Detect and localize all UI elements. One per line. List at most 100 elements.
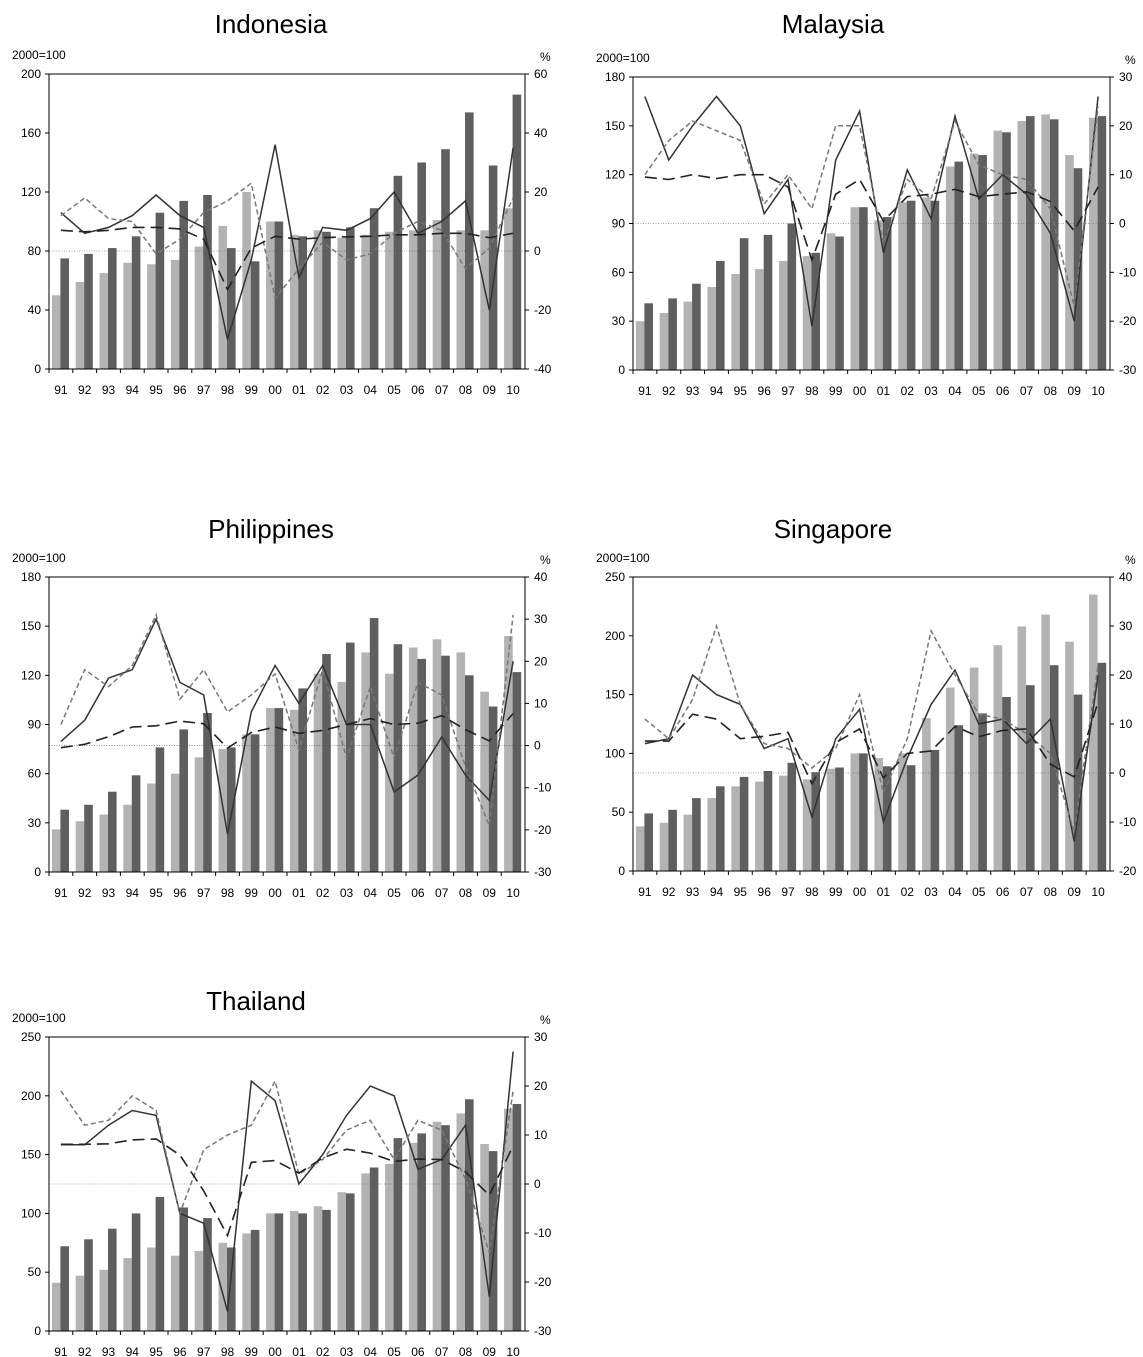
bar-dark-96 <box>179 729 188 872</box>
left-tick-label: 200 <box>21 1089 41 1103</box>
left-tick-label: 80 <box>28 244 42 258</box>
x-tick-label: 94 <box>126 383 140 397</box>
bar-dark-97 <box>203 195 212 369</box>
bar-light-10 <box>504 636 513 872</box>
bar-dark-10 <box>512 94 522 369</box>
left-tick-label: 150 <box>605 688 625 702</box>
x-tick-label: 91 <box>638 885 652 899</box>
series-line-2 <box>644 623 1099 833</box>
bar-light-93 <box>99 273 109 369</box>
right-tick-label: 0 <box>534 244 541 258</box>
chart-title: Malaysia <box>782 9 885 39</box>
right-axis-unit: % <box>540 553 551 567</box>
x-tick-label: 06 <box>411 383 425 397</box>
left-tick-label: 150 <box>21 1148 41 1162</box>
bar-light-01 <box>874 758 883 871</box>
bar-dark-03 <box>346 642 355 872</box>
bar-dark-94 <box>716 260 725 370</box>
bar-dark-08 <box>465 675 474 872</box>
bar-light-93 <box>683 814 693 871</box>
bar-dark-01 <box>298 1213 307 1331</box>
bar-light-92 <box>659 822 669 871</box>
x-tick-label: 08 <box>459 1345 473 1357</box>
left-tick-label: 90 <box>612 217 626 231</box>
left-tick-label: 0 <box>34 1324 41 1338</box>
bar-dark-01 <box>298 236 307 370</box>
left-tick-label: 150 <box>605 119 625 133</box>
bar-dark-93 <box>692 798 701 871</box>
bar-light-01 <box>289 234 299 369</box>
right-tick-label: -30 <box>534 865 552 879</box>
x-tick-label: 09 <box>483 1345 497 1357</box>
bar-dark-92 <box>84 804 93 872</box>
x-tick-label: 98 <box>805 885 819 899</box>
bar-dark-96 <box>763 771 773 871</box>
right-axis-unit: % <box>1125 53 1136 67</box>
right-tick-label: 0 <box>1119 217 1126 231</box>
bar-light-08 <box>456 652 466 872</box>
bar-dark-09 <box>1073 694 1083 871</box>
right-tick-label: 20 <box>534 1079 548 1093</box>
x-tick-label: 05 <box>387 886 401 900</box>
bar-dark-10 <box>1097 116 1107 370</box>
bar-light-94 <box>123 262 132 369</box>
left-tick-label: 100 <box>605 746 625 760</box>
bar-light-04 <box>945 166 955 370</box>
bar-dark-96 <box>179 200 188 369</box>
series-line-1 <box>60 617 514 835</box>
left-tick-label: 250 <box>21 1030 41 1044</box>
x-tick-label: 04 <box>948 384 962 398</box>
bar-light-02 <box>313 230 323 369</box>
bar-light-07 <box>1017 121 1027 370</box>
bar-light-99 <box>242 734 251 872</box>
bar-light-98 <box>802 256 812 370</box>
series-line-1 <box>60 144 514 340</box>
left-tick-label: 150 <box>21 619 41 633</box>
right-tick-label: 30 <box>534 1030 548 1044</box>
x-tick-label: 91 <box>54 1345 68 1357</box>
bar-light-99 <box>826 233 836 370</box>
left-tick-label: 50 <box>612 805 626 819</box>
left-tick-label: 40 <box>28 303 42 317</box>
bar-dark-04 <box>369 208 379 369</box>
x-tick-label: 02 <box>316 1345 330 1357</box>
right-tick-label: -20 <box>1119 314 1137 328</box>
bar-light-00 <box>266 708 275 872</box>
left-tick-label: 200 <box>605 629 625 643</box>
right-tick-label: 40 <box>534 126 548 140</box>
x-tick-label: 96 <box>758 384 772 398</box>
right-tick-label: 30 <box>1119 70 1133 84</box>
bar-dark-00 <box>274 708 284 872</box>
x-tick-label: 07 <box>1020 885 1034 899</box>
bar-dark-99 <box>835 767 844 871</box>
x-tick-label: 06 <box>996 885 1010 899</box>
bar-dark-07 <box>441 1125 450 1331</box>
x-tick-label: 01 <box>292 886 306 900</box>
bar-dark-95 <box>155 747 165 872</box>
x-tick-label: 08 <box>1044 384 1058 398</box>
x-tick-label: 98 <box>221 1345 235 1357</box>
bar-dark-00 <box>859 753 868 871</box>
left-tick-label: 180 <box>605 70 625 84</box>
bar-light-92 <box>75 282 85 369</box>
bar-dark-97 <box>203 713 212 872</box>
bar-light-10 <box>504 208 513 369</box>
x-tick-label: 91 <box>54 886 68 900</box>
x-tick-label: 09 <box>483 383 497 397</box>
bar-dark-06 <box>417 1133 426 1331</box>
x-tick-label: 01 <box>877 384 891 398</box>
bar-dark-97 <box>787 762 797 871</box>
x-tick-label: 07 <box>435 1345 449 1357</box>
x-tick-label: 09 <box>483 886 497 900</box>
right-tick-label: 20 <box>534 185 548 199</box>
right-tick-label: 40 <box>1119 570 1133 584</box>
bar-dark-93 <box>108 1228 117 1331</box>
x-tick-label: 07 <box>1020 384 1034 398</box>
x-tick-label: 99 <box>245 383 259 397</box>
right-tick-label: -20 <box>534 823 552 837</box>
bar-light-09 <box>480 230 489 369</box>
x-tick-label: 01 <box>877 885 891 899</box>
bar-dark-06 <box>417 162 426 369</box>
right-tick-label: 0 <box>534 1177 541 1191</box>
